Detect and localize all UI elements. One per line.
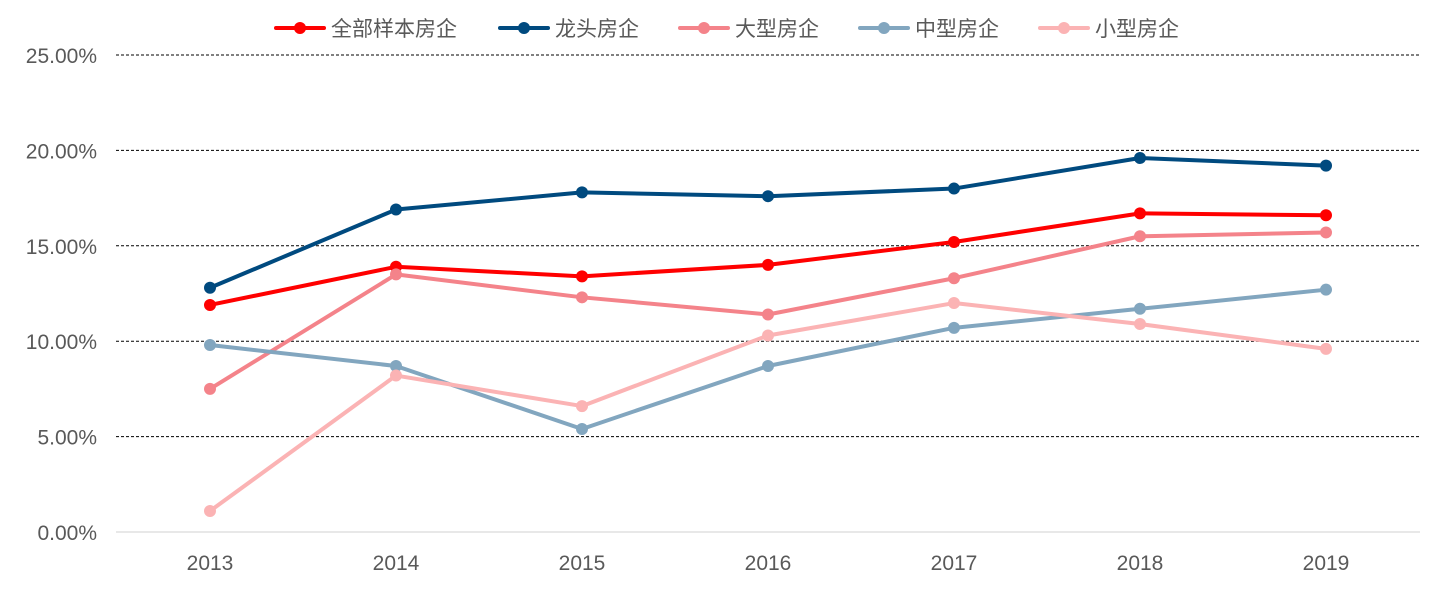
data-point: [1320, 283, 1332, 296]
data-point: [762, 308, 774, 321]
data-point: [576, 186, 588, 199]
legend-item: 全部样本房企: [274, 17, 457, 41]
data-point: [1320, 342, 1332, 355]
data-point: [1320, 159, 1332, 172]
data-point: [576, 270, 588, 283]
legend-swatch-marker: [294, 22, 306, 34]
x-tick-label: 2016: [745, 552, 792, 575]
legend-label: 龙头房企: [555, 17, 639, 41]
series-3: [204, 283, 1332, 435]
legend-item: 小型房企: [1038, 17, 1179, 41]
legend-item: 中型房企: [858, 17, 999, 41]
legend-label: 全部样本房企: [331, 17, 457, 41]
x-tick-label: 2017: [931, 552, 978, 575]
y-axis: 0.00% 5.00% 10.00% 15.00% 20.00% 25.00%: [26, 45, 97, 545]
data-point: [948, 272, 960, 285]
data-point: [762, 360, 774, 373]
y-tick-label: 25.00%: [26, 45, 97, 68]
x-tick-label: 2013: [187, 552, 234, 575]
series-lines: [204, 152, 1332, 518]
y-tick-label: 10.00%: [26, 331, 97, 354]
legend: 全部样本房企 龙头房企 大型房企 中型房企 小型房企: [274, 17, 1179, 41]
data-point: [576, 291, 588, 304]
data-point: [390, 369, 402, 382]
series-4: [204, 297, 1332, 518]
y-tick-label: 0.00%: [37, 522, 97, 545]
data-point: [576, 400, 588, 413]
data-point: [948, 235, 960, 248]
legend-item: 龙头房企: [498, 17, 639, 41]
data-point: [204, 382, 216, 395]
data-point: [762, 258, 774, 271]
data-point: [390, 203, 402, 216]
y-tick-label: 15.00%: [26, 236, 97, 259]
data-point: [576, 422, 588, 435]
legend-swatch-marker: [698, 22, 710, 34]
x-tick-label: 2014: [373, 552, 420, 575]
x-tick-label: 2015: [559, 552, 606, 575]
legend-label: 小型房企: [1095, 17, 1179, 41]
data-point: [762, 329, 774, 342]
legend-label: 大型房企: [735, 17, 819, 41]
data-point: [1134, 318, 1146, 331]
legend-label: 中型房企: [915, 17, 999, 41]
series-0: [204, 207, 1332, 311]
gridlines: [116, 54, 1420, 533]
data-point: [948, 321, 960, 334]
data-point: [948, 182, 960, 195]
x-tick-label: 2018: [1117, 552, 1164, 575]
data-point: [390, 268, 402, 281]
series-1: [204, 152, 1332, 294]
x-axis: 2013 2014 2015 2016 2017 2018 2019: [187, 552, 1350, 575]
legend-swatch-marker: [518, 22, 530, 34]
y-tick-label: 5.00%: [37, 427, 97, 450]
data-point: [1134, 207, 1146, 220]
legend-swatch-marker: [878, 22, 890, 34]
data-point: [1134, 230, 1146, 243]
data-point: [1134, 152, 1146, 165]
x-tick-label: 2019: [1303, 552, 1350, 575]
data-point: [204, 505, 216, 518]
legend-item: 大型房企: [678, 17, 819, 41]
data-point: [762, 190, 774, 203]
y-tick-label: 20.00%: [26, 140, 97, 163]
data-point: [204, 339, 216, 352]
data-point: [1134, 302, 1146, 315]
data-point: [204, 281, 216, 294]
data-point: [1320, 209, 1332, 222]
data-point: [1320, 226, 1332, 239]
data-point: [390, 360, 402, 373]
series-2: [204, 226, 1332, 395]
legend-swatch-marker: [1058, 22, 1070, 34]
data-point: [204, 298, 216, 311]
data-point: [948, 297, 960, 310]
